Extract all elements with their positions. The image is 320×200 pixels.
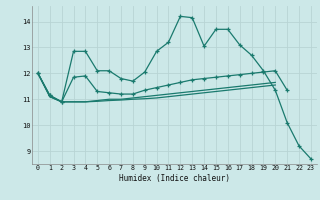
- X-axis label: Humidex (Indice chaleur): Humidex (Indice chaleur): [119, 174, 230, 183]
